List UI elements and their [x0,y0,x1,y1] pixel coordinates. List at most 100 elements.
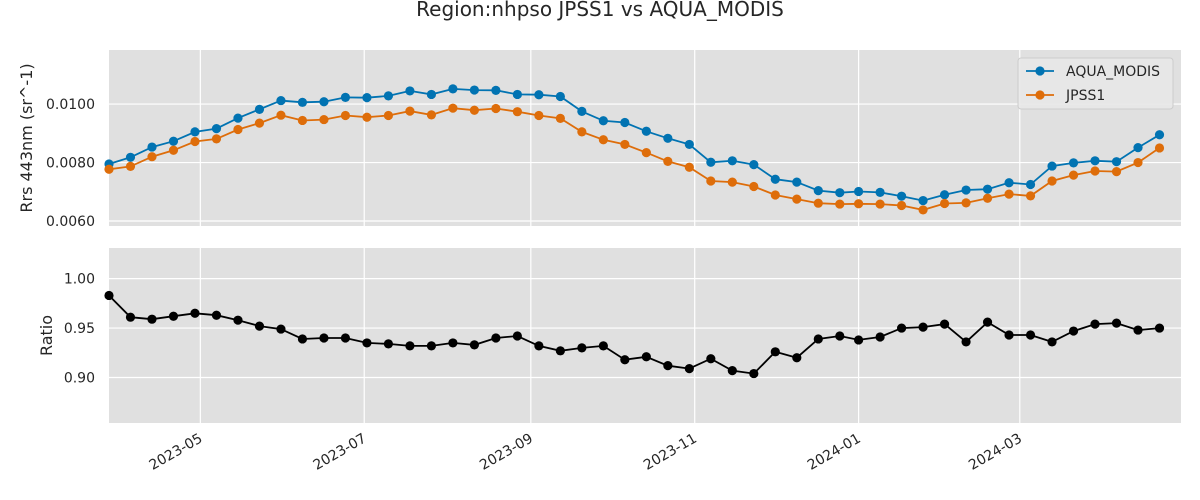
data-point [1133,157,1143,168]
data-point [577,127,587,137]
data-point [792,194,802,204]
data-point [896,323,907,333]
data-point [706,354,716,364]
data-point [620,117,630,128]
data-point [469,105,479,115]
data-point [319,97,329,107]
data-point [598,116,608,126]
data-point [340,333,351,343]
data-point [770,347,780,357]
data-point [168,311,179,321]
data-point [835,199,845,209]
data-point [598,135,608,145]
y-tick-label: 0.0060 [46,214,95,230]
x-tick-label: 2024-03 [966,431,1025,474]
data-point [512,331,522,341]
x-tick-label: 2023-09 [477,431,536,474]
data-point [939,319,950,329]
y-tick-label: 0.0100 [46,97,95,113]
series-jpss1 [104,103,1165,215]
data-point [792,353,802,363]
data-point [875,332,885,342]
x-tick-label: 2023-05 [147,431,206,474]
data-point [405,86,415,96]
data-point [1004,189,1014,199]
data-point [875,187,885,197]
y-tick-label: 0.95 [64,321,95,337]
data-point [426,89,437,100]
data-point [1154,143,1165,153]
x-tick-label: 2023-07 [311,431,370,474]
data-point [147,314,157,324]
data-point [641,126,651,136]
data-point [641,148,651,158]
data-point [749,160,759,170]
data-point [727,365,737,376]
data-point [512,107,522,117]
data-point [749,181,759,192]
data-point [1111,318,1122,328]
data-point [982,184,993,194]
legend-marker [1035,90,1045,100]
data-point [1047,337,1057,347]
plot-area-background [109,248,1181,423]
data-point [190,136,200,147]
data-point [297,334,308,344]
data-point [684,139,694,150]
data-point [211,124,222,134]
chart-title: Region:nhpso JPSS1 vs AQUA_MODIS [416,0,784,21]
data-point [276,324,286,334]
data-point [405,106,415,116]
data-point [211,310,222,320]
data-point [233,315,243,325]
y-tick-label: 0.90 [64,371,95,387]
data-point [1154,323,1165,333]
data-point [147,152,157,162]
data-point [875,199,885,209]
data-point [641,352,651,362]
data-point [982,193,993,203]
y-axis-label-bottom: Ratio [37,315,56,356]
data-point [663,133,673,143]
data-point [168,145,179,155]
data-point [918,322,928,332]
data-point [853,335,864,345]
data-point [835,188,845,198]
data-point [1047,176,1057,186]
data-point [233,124,243,135]
data-point [684,364,694,374]
data-point [706,176,716,186]
data-point [853,199,864,209]
x-axis: 2023-05 2023-07 2023-09 2023-11 2024-01 2024-… [147,431,1025,474]
data-point [896,191,907,201]
data-point [792,177,802,187]
data-point [961,185,971,195]
data-point [961,198,971,208]
data-point [1068,326,1079,336]
data-point [340,92,351,102]
data-point [297,97,308,107]
data-point [1111,167,1122,177]
data-point [727,177,737,187]
legend-label: AQUA_MODIS [1066,64,1160,80]
data-point [104,290,114,301]
data-point [448,84,458,94]
data-point [104,164,114,174]
data-point [211,134,222,144]
data-point [896,200,907,211]
data-point [1004,330,1014,340]
data-point [534,90,544,100]
data-point [1133,143,1143,153]
data-point [577,106,587,116]
data-point [147,142,157,152]
series-aqua-modis [104,84,1165,206]
data-point [1090,166,1100,176]
data-point [620,139,630,150]
data-point [534,110,544,121]
data-point [918,195,928,206]
x-tick-label: 2023-11 [641,431,700,474]
data-point [813,198,823,208]
data-point [706,157,716,167]
y-axis-label-top: Rrs 443nm (sr^-1) [17,63,36,212]
data-point [749,368,759,379]
